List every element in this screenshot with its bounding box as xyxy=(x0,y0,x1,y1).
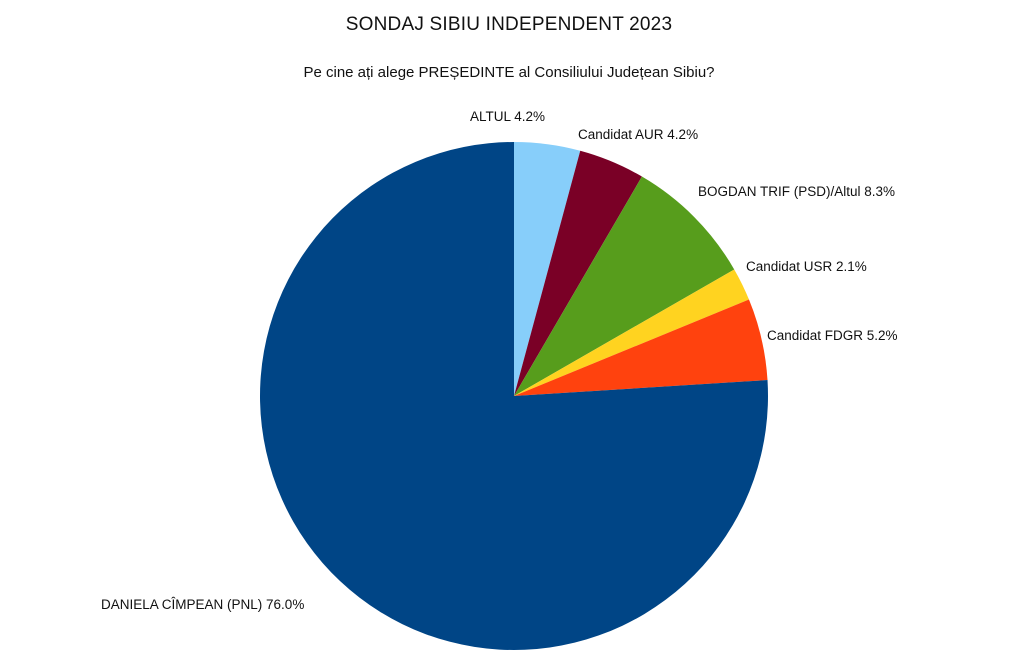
pie-slice-5 xyxy=(514,299,768,396)
slice-label-1: ALTUL 4.2% xyxy=(470,109,545,124)
slice-label-3: BOGDAN TRIF (PSD)/Altul 8.3% xyxy=(698,184,895,199)
pie-slice-2 xyxy=(514,150,642,396)
slice-label-5: Candidat FDGR 5.2% xyxy=(767,328,898,343)
pie-slice-3 xyxy=(514,176,735,396)
chart-subtitle: Pe cine ați alege PREȘEDINTE al Consiliu… xyxy=(303,64,715,81)
pie-slice-4 xyxy=(514,269,749,396)
pie-slice-1 xyxy=(514,142,581,396)
slice-label-2: Candidat AUR 4.2% xyxy=(578,127,698,142)
chart-title: SONDAJ SIBIU INDEPENDENT 2023 xyxy=(345,14,673,35)
slice-label-4: Candidat USR 2.1% xyxy=(746,259,867,274)
slice-label-6: DANIELA CÎMPEAN (PNL) 76.0% xyxy=(101,597,304,612)
pie-slice-6 xyxy=(260,142,769,650)
